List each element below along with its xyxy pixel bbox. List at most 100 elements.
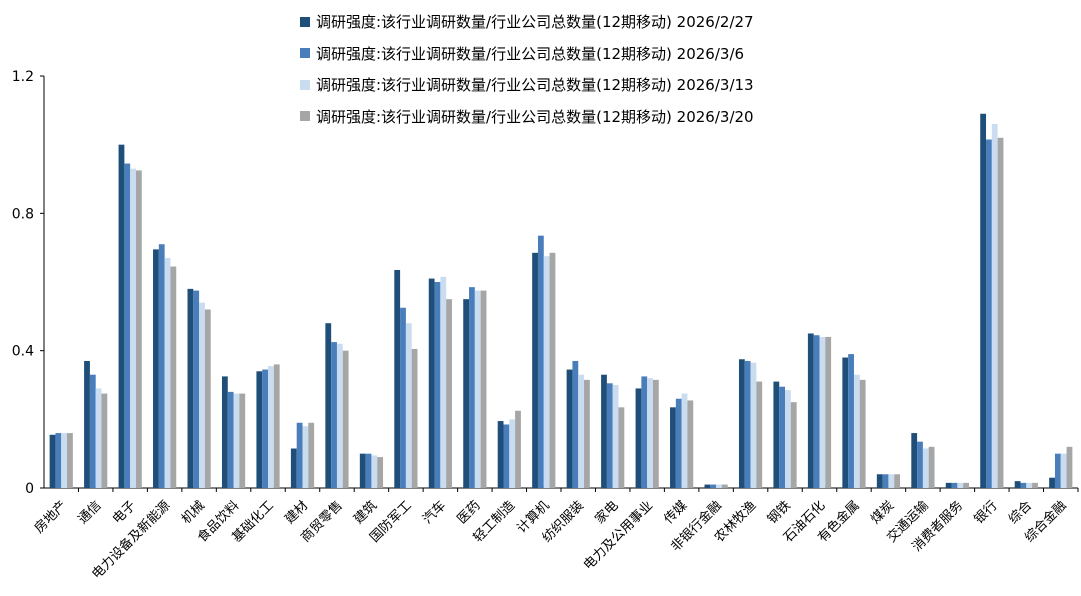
bar xyxy=(405,323,412,488)
bar xyxy=(377,457,384,488)
bar xyxy=(1032,482,1038,488)
x-tick-label: 电子 xyxy=(110,498,139,527)
x-tick-label: 银行 xyxy=(972,498,1001,527)
bar xyxy=(991,124,998,489)
bar xyxy=(997,137,1004,489)
bar xyxy=(790,402,797,488)
legend-swatch xyxy=(300,111,310,122)
bar xyxy=(584,379,590,488)
bar xyxy=(647,378,653,488)
bar xyxy=(55,433,62,488)
bar xyxy=(601,374,607,488)
y-tick-label: 0.4 xyxy=(12,344,34,360)
bar xyxy=(1060,453,1067,488)
y-tick-label: 0 xyxy=(25,481,34,497)
bar xyxy=(371,455,378,488)
bar xyxy=(308,422,315,488)
bar xyxy=(1066,446,1073,488)
bar xyxy=(474,290,481,488)
bar xyxy=(957,482,964,488)
bar xyxy=(819,336,826,488)
bar xyxy=(917,441,923,488)
bar xyxy=(434,282,441,488)
bar xyxy=(681,393,688,488)
bar xyxy=(84,360,90,488)
bar xyxy=(612,385,619,488)
bar xyxy=(124,163,131,489)
bar xyxy=(928,446,935,488)
bar xyxy=(785,390,791,488)
bar xyxy=(135,170,142,488)
x-tick-label: 综合 xyxy=(1006,498,1035,527)
bar xyxy=(221,376,228,488)
y-tick-label: 0.8 xyxy=(12,206,34,222)
bar xyxy=(716,484,722,488)
x-tick-label: 通信 xyxy=(76,498,105,527)
bar xyxy=(411,348,418,488)
x-tick-label: 家电 xyxy=(592,498,622,528)
bar xyxy=(773,381,780,488)
bar xyxy=(848,354,854,488)
x-tick-label: 房地产 xyxy=(31,498,70,537)
bar xyxy=(204,309,211,488)
x-tick-label: 医药 xyxy=(455,498,484,527)
bar xyxy=(199,302,205,488)
bar xyxy=(652,379,659,488)
bar xyxy=(807,333,814,488)
x-tick-label: 煤炭 xyxy=(868,498,897,527)
bar xyxy=(704,484,711,488)
bar xyxy=(710,484,717,488)
legend-swatch xyxy=(300,48,310,59)
bar xyxy=(463,299,470,488)
bar xyxy=(750,362,757,488)
bar xyxy=(578,374,585,488)
bar xyxy=(635,388,642,488)
x-tick-label: 汽车 xyxy=(419,498,449,528)
bar xyxy=(187,288,194,488)
bar xyxy=(509,419,516,488)
bar xyxy=(532,252,538,488)
bar xyxy=(273,364,280,488)
x-tick-label: 传媒 xyxy=(661,498,690,527)
bar xyxy=(986,139,992,488)
bar xyxy=(359,453,366,488)
bar xyxy=(428,278,435,488)
bar xyxy=(325,323,332,488)
bar xyxy=(859,379,866,488)
bar xyxy=(469,287,475,488)
bar xyxy=(825,336,832,488)
bar xyxy=(813,335,820,488)
bar xyxy=(268,366,274,488)
bar xyxy=(394,269,401,488)
legend-item: 调研强度:该行业调研数量/行业公司总数量(12期移动) 2026/3/13 xyxy=(300,69,754,101)
legend-swatch xyxy=(300,16,310,27)
bar xyxy=(262,369,269,488)
bar xyxy=(193,290,200,488)
bar xyxy=(89,374,96,488)
bar xyxy=(853,374,860,488)
bar xyxy=(888,474,895,488)
bar xyxy=(503,424,510,488)
bar xyxy=(302,426,309,488)
bar xyxy=(164,257,171,488)
x-tick-label: 钢铁 xyxy=(765,498,794,527)
bar xyxy=(549,252,556,488)
bar xyxy=(543,256,550,488)
bar xyxy=(49,434,56,488)
bar xyxy=(233,393,240,488)
bar xyxy=(566,369,573,488)
bar xyxy=(641,376,648,488)
bar xyxy=(153,249,159,488)
bar xyxy=(537,235,544,488)
bar xyxy=(779,386,786,488)
bar xyxy=(67,433,73,488)
bar xyxy=(738,359,745,488)
bar xyxy=(130,168,136,488)
legend-item: 调研强度:该行业调研数量/行业公司总数量(12期移动) 2026/3/20 xyxy=(300,101,754,133)
bar xyxy=(876,474,883,488)
bar xyxy=(118,144,125,488)
legend-item: 调研强度:该行业调研数量/行业公司总数量(12期移动) 2026/2/27 xyxy=(300,6,754,38)
bar xyxy=(497,421,504,488)
bar xyxy=(101,393,108,488)
